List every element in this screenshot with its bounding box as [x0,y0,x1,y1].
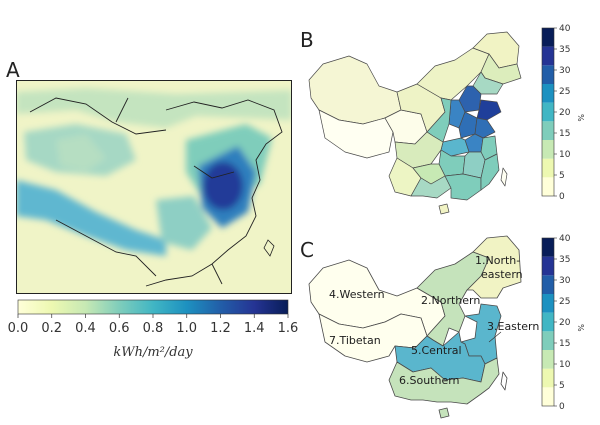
colorbar-tick-label: 15 [559,129,570,139]
colorbar-tick-label: 20 [559,318,571,328]
colorbar-step [542,350,554,369]
colorbar-step [542,331,554,350]
colorbar-tick-label: 0.0 [8,321,28,336]
panel-c-letter: C [300,238,314,262]
colorbar-step [542,177,554,196]
panel-b-letter: B [300,28,314,52]
colorbar-tick-label: 35 [559,255,570,265]
region-label-1-line1: 1.North- [475,254,520,267]
colorbar-step [542,387,554,406]
colorbar-tick-label: 20 [559,108,571,118]
province-fujian [480,153,500,191]
region-label-7: 7.Tibetan [329,334,381,347]
colorbar-tick-label: 40 [559,24,571,34]
colorbar-tick-label: 5 [559,381,565,391]
region-hainan [438,407,450,419]
colorbar-unit-label: kWh/m²/day [113,345,193,360]
region-southern [388,357,500,405]
colorbar-tick-label: 1.6 [278,321,298,336]
heatmap-frame [16,80,292,294]
heatmap-island [263,239,275,257]
colorbar-step [542,368,554,388]
province-taiwan [500,167,508,187]
colorbar-step [542,256,554,276]
heatmap-himalaya-arc [16,180,166,256]
province-hainan [438,203,450,215]
province-jiangsu [474,117,496,139]
colorbar-tick-label: 15 [559,339,570,349]
colorbar-tick-label: 0 [559,402,565,412]
heatmap-coastline [29,97,283,287]
colorbar-step [542,65,554,84]
region-label-5: 5.Central [411,344,462,357]
province-guangxi [410,175,452,199]
colorbar-step [542,102,554,122]
colorbar-step [542,121,554,140]
colorbar-step [542,312,554,332]
leader-line-eastern [488,331,502,343]
colorbar-tick-label: 0.2 [41,321,62,336]
colorbar-tick-label: 30 [559,276,571,286]
colorbar-step [542,294,554,313]
colorbar-step [542,238,554,257]
panel-b-colorbar: 0 5 10 15 20 25 30 35 40 % [541,24,585,202]
panel-c-map: 1.North- eastern 4.Western 2.Northern 3.… [308,235,539,419]
colorbar-step [542,140,554,159]
heatmap-north-band [16,88,292,128]
colorbar-tick-label: 10 [559,360,571,370]
colorbar-tick-label: 40 [559,234,571,244]
heatmap-west-patch [56,134,106,172]
colorbar-tick-label: 1.0 [176,321,197,336]
heatmap-central-patch [156,196,212,250]
region-taiwan [500,371,508,391]
province-shandong [476,99,502,121]
heatmap-core [203,162,243,210]
panel-c-colorbar: 0 5 10 15 20 25 30 35 40 % [541,234,585,412]
colorbar-step [542,275,554,294]
colorbar-tick-label: 25 [559,297,570,307]
colorbar-tick-label: 35 [559,45,570,55]
region-label-4: 4.Western [329,288,385,301]
colorbar-unit-label: % [576,324,585,332]
panel-b-map [308,31,522,215]
region-label-2: 2.Northern [421,294,480,307]
colorbar-step [542,46,554,66]
colorbar-tick-label: 5 [559,171,565,181]
colorbar-step [542,28,554,47]
colorbar-tick-label: 10 [559,150,571,160]
region-label-1-line2: eastern [481,268,523,281]
colorbar-step [542,84,554,103]
colorbar-step [542,158,554,178]
colorbar-tick-label: 0.6 [109,321,130,336]
colorbar-tick-label: 1.4 [244,321,265,336]
colorbar-unit-label: % [576,114,585,122]
colorbar-tick-label: 1.2 [210,321,231,336]
region-label-3: 3.Eastern [487,320,539,333]
colorbar-tick-label: 0 [559,192,565,202]
colorbar-gradient [17,299,289,315]
province-tibet [318,109,394,159]
colorbar-tick-label: 0.4 [75,321,96,336]
colorbar-tick-label: 25 [559,87,570,97]
province-guangdong [444,173,482,201]
panel-a-colorbar: 0.0 0.2 0.4 0.6 0.8 1.0 1.2 1.4 1.6 kWh/m²/day [8,299,298,360]
region-label-6: 6.Southern [399,374,460,387]
heatmap-field [16,88,292,256]
panel-a-heatmap [16,80,292,294]
colorbar-tick-label: 0.8 [143,321,164,336]
panel-a-letter: A [6,58,20,82]
colorbar-tick-label: 30 [559,66,571,76]
